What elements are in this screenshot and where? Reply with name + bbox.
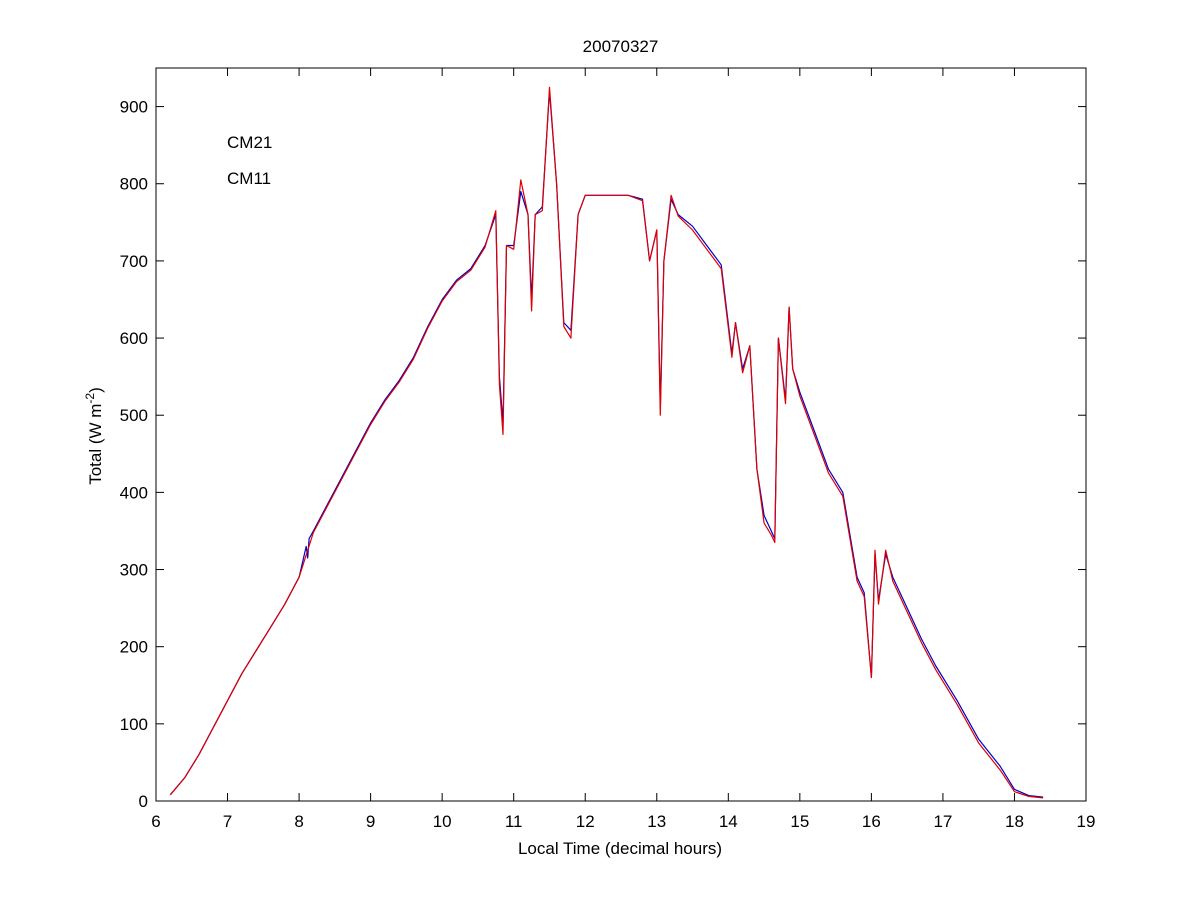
plot-area <box>155 67 1087 802</box>
y-tick-label: 900 <box>120 98 148 117</box>
x-tick-label: 9 <box>366 812 375 831</box>
x-tick-label: 14 <box>719 812 738 831</box>
y-axis-label-suffix: ) <box>86 387 105 393</box>
y-tick-label: 100 <box>120 715 148 734</box>
x-tick-label: 16 <box>862 812 881 831</box>
y-tick-label: 600 <box>120 329 148 348</box>
y-axis-label: Total (W m-2) <box>83 387 105 485</box>
y-tick-label: 400 <box>120 483 148 502</box>
x-tick-label: 6 <box>151 812 160 831</box>
x-axis-ticks: 6 7 8 9 10 11 12 13 14 15 16 17 18 19 <box>151 68 1095 831</box>
y-tick-label: 800 <box>120 175 148 194</box>
x-tick-label: 13 <box>647 812 666 831</box>
y-axis-ticks: 0 100 200 300 400 500 600 700 800 900 <box>120 98 1086 811</box>
x-tick-label: 18 <box>1005 812 1024 831</box>
legend: CM21 CM11 <box>227 133 272 188</box>
y-axis-label-superscript: -2 <box>83 393 97 404</box>
x-tick-label: 17 <box>933 812 952 831</box>
series-line-cm11 <box>169 86 1044 799</box>
x-tick-label: 11 <box>505 812 523 831</box>
y-axis-label-prefix: Total (W m <box>86 404 105 485</box>
x-tick-label: 12 <box>576 812 595 831</box>
y-tick-label: 700 <box>120 252 148 271</box>
y-tick-label: 200 <box>120 638 148 657</box>
x-axis-label: Local Time (decimal hours) <box>518 839 722 858</box>
series-layer <box>169 86 1044 799</box>
x-tick-label: 7 <box>223 812 232 831</box>
y-tick-label: 0 <box>139 792 148 811</box>
legend-entry-cm11: CM11 <box>227 169 271 188</box>
x-tick-label: 15 <box>790 812 809 831</box>
x-tick-label: 8 <box>294 812 303 831</box>
x-tick-label: 10 <box>433 812 452 831</box>
y-tick-label: 500 <box>120 406 148 425</box>
y-tick-label: 300 <box>120 561 148 580</box>
legend-entry-cm21: CM21 <box>227 133 272 152</box>
chart-title: 20070327 <box>583 37 659 56</box>
x-tick-label: 19 <box>1077 812 1096 831</box>
